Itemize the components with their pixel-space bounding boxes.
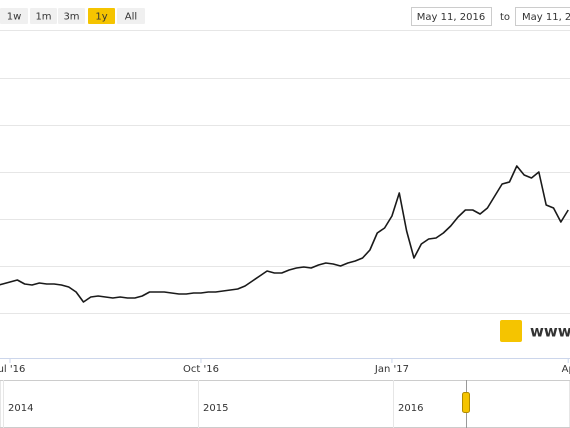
- date-input[interactable]: [515, 7, 570, 26]
- watermark: www.c: [530, 323, 570, 341]
- x-tick-label: Ap: [562, 364, 570, 375]
- range-button-label[interactable]: 1m: [35, 12, 51, 23]
- range-button[interactable]: [117, 8, 145, 24]
- range-button[interactable]: [30, 8, 57, 24]
- range-button-label[interactable]: 3m: [63, 12, 79, 23]
- navigator-label: 2016: [398, 403, 423, 414]
- range-button-label[interactable]: All: [125, 12, 137, 23]
- navigator-handle[interactable]: [462, 392, 470, 413]
- x-tick-label: Jan '17: [374, 364, 409, 375]
- date-input[interactable]: [411, 7, 492, 26]
- x-tick-label: Oct '16: [183, 364, 219, 375]
- range-button-label[interactable]: 1y: [95, 12, 107, 23]
- range-button-label[interactable]: 1w: [7, 12, 22, 23]
- navigator-label: 2014: [8, 403, 33, 414]
- range-button[interactable]: [58, 8, 85, 24]
- range-button[interactable]: [88, 8, 115, 24]
- navigator: [0, 380, 570, 428]
- navigator-label: 2015: [203, 403, 228, 414]
- date-from[interactable]: May 11, 2016: [417, 12, 485, 23]
- range-button[interactable]: [0, 8, 28, 24]
- x-tick-label: Jul '16: [0, 364, 25, 375]
- date-to[interactable]: May 11, 20: [522, 12, 570, 23]
- price-line: [0, 165, 569, 303]
- date-to-label: to: [500, 12, 510, 23]
- watermark-icon: [500, 320, 522, 342]
